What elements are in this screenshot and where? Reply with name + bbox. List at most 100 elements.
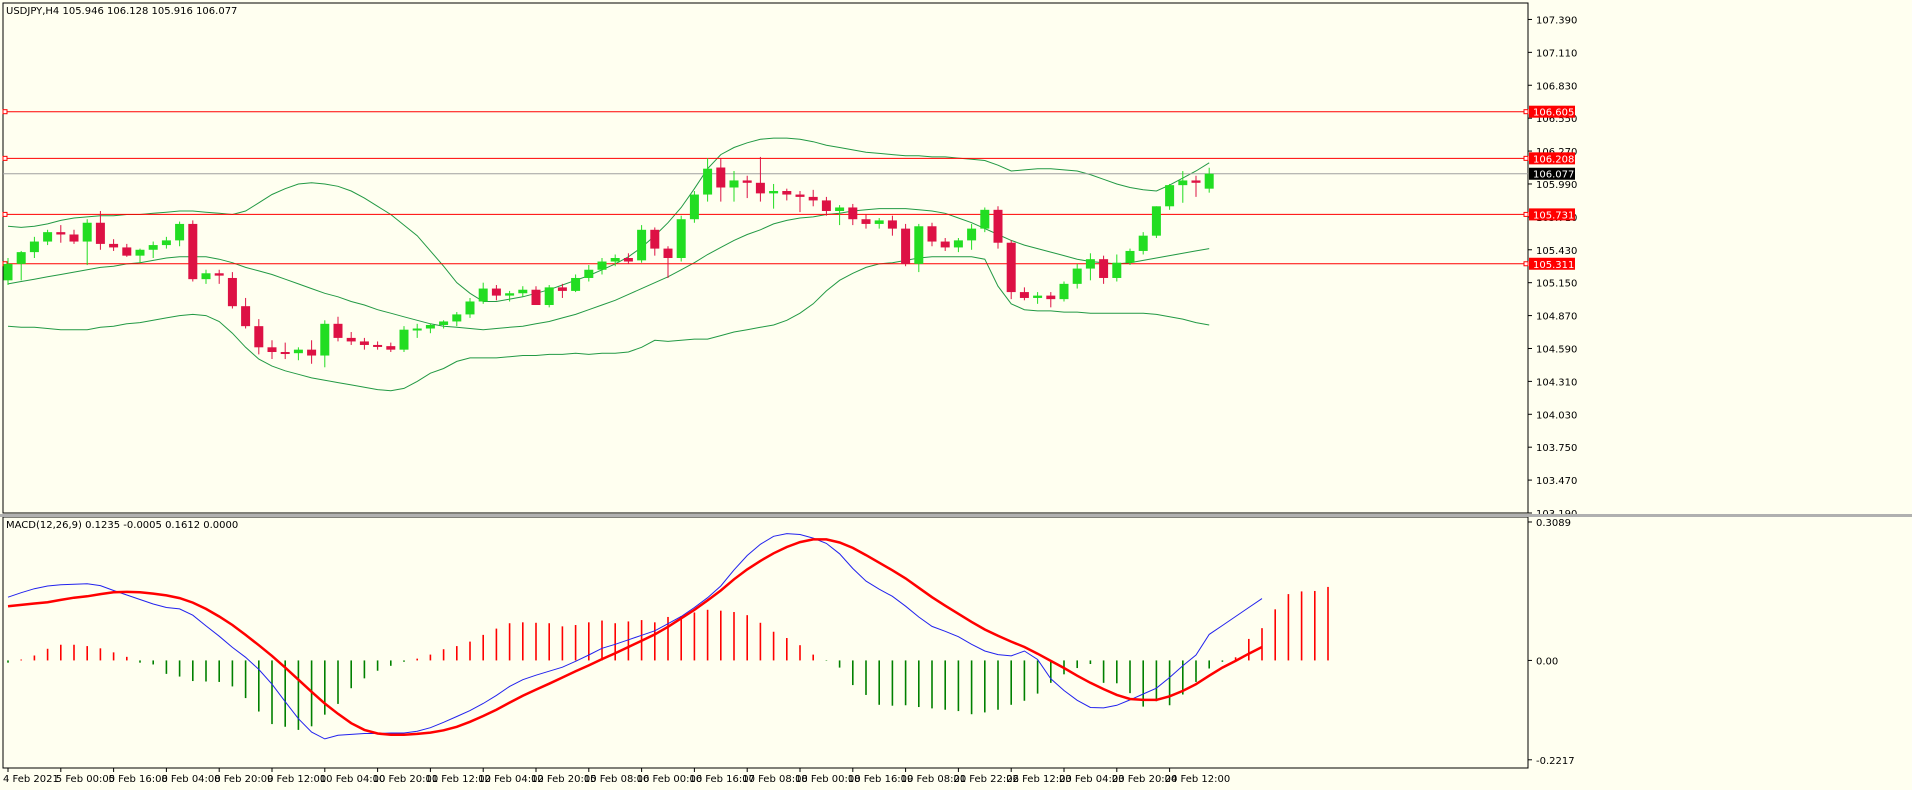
level-line-handle[interactable]: [2, 155, 8, 161]
candle[interactable]: [782, 188, 792, 201]
candle[interactable]: [135, 248, 145, 263]
candle[interactable]: [914, 223, 924, 273]
candle[interactable]: [544, 285, 554, 308]
candle[interactable]: [1204, 167, 1214, 193]
candle[interactable]: [518, 286, 528, 297]
candle[interactable]: [610, 254, 620, 267]
candle[interactable]: [1178, 171, 1188, 203]
candle[interactable]: [1151, 206, 1161, 239]
candle[interactable]: [901, 223, 911, 267]
candle[interactable]: [333, 316, 343, 342]
panel-separator[interactable]: [0, 514, 1912, 517]
candle[interactable]: [201, 269, 211, 284]
candle[interactable]: [703, 158, 713, 202]
candle[interactable]: [584, 265, 594, 282]
level-line-handle[interactable]: [1523, 211, 1529, 217]
candle[interactable]: [307, 340, 317, 364]
level-line-handle[interactable]: [1523, 261, 1529, 267]
candle[interactable]: [755, 156, 765, 202]
candle[interactable]: [689, 191, 699, 223]
candle[interactable]: [56, 225, 66, 243]
candle[interactable]: [1085, 253, 1095, 281]
price-panel[interactable]: 107.390107.110106.830106.550106.270105.9…: [2, 2, 1577, 520]
candle[interactable]: [43, 229, 53, 246]
candle[interactable]: [848, 203, 858, 226]
candle[interactable]: [491, 285, 501, 301]
candle[interactable]: [425, 323, 435, 334]
candle[interactable]: [241, 297, 251, 329]
candle[interactable]: [95, 210, 105, 250]
candle[interactable]: [452, 312, 462, 327]
candle[interactable]: [623, 253, 633, 264]
candle[interactable]: [597, 258, 607, 275]
candle[interactable]: [505, 290, 515, 302]
candle[interactable]: [69, 229, 79, 244]
candle[interactable]: [887, 215, 897, 236]
candle[interactable]: [927, 222, 937, 247]
candle[interactable]: [729, 171, 739, 202]
candle[interactable]: [874, 218, 884, 229]
candle[interactable]: [676, 215, 686, 262]
candle[interactable]: [557, 283, 567, 298]
level-line-handle[interactable]: [1523, 155, 1529, 161]
candle[interactable]: [82, 219, 92, 266]
candle[interactable]: [967, 223, 977, 250]
candle[interactable]: [254, 319, 264, 355]
candle[interactable]: [386, 342, 396, 353]
candle[interactable]: [1125, 248, 1135, 266]
candle[interactable]: [650, 227, 660, 256]
candle[interactable]: [188, 220, 198, 282]
candle[interactable]: [1165, 183, 1175, 210]
candle[interactable]: [280, 342, 290, 360]
candle[interactable]: [3, 258, 13, 286]
candle[interactable]: [373, 341, 383, 350]
candle[interactable]: [346, 332, 356, 345]
candle[interactable]: [122, 243, 132, 257]
candle[interactable]: [808, 189, 818, 207]
candle[interactable]: [953, 238, 963, 253]
candle[interactable]: [465, 297, 475, 318]
candle[interactable]: [267, 340, 277, 360]
candle[interactable]: [980, 207, 990, 233]
candle[interactable]: [214, 269, 224, 284]
candle[interactable]: [1059, 281, 1069, 302]
candle[interactable]: [531, 286, 541, 306]
candle[interactable]: [1033, 292, 1043, 304]
candle[interactable]: [1046, 292, 1056, 308]
candle[interactable]: [412, 323, 422, 338]
candle[interactable]: [478, 282, 488, 304]
candle[interactable]: [1191, 175, 1201, 197]
candle[interactable]: [742, 175, 752, 199]
candle[interactable]: [399, 326, 409, 353]
candle[interactable]: [835, 205, 845, 226]
candle[interactable]: [861, 214, 871, 229]
candle[interactable]: [359, 337, 369, 350]
candle[interactable]: [439, 320, 449, 329]
candle[interactable]: [940, 238, 950, 251]
candle[interactable]: [1072, 263, 1082, 289]
candle[interactable]: [293, 347, 303, 361]
candle[interactable]: [993, 206, 1003, 249]
candle[interactable]: [1099, 255, 1109, 284]
candle[interactable]: [175, 221, 185, 247]
candle[interactable]: [571, 274, 581, 293]
candle[interactable]: [16, 250, 26, 281]
candle[interactable]: [716, 158, 726, 202]
candle[interactable]: [320, 320, 330, 368]
candle[interactable]: [821, 196, 831, 216]
candle[interactable]: [148, 241, 158, 258]
candle[interactable]: [1006, 240, 1016, 300]
candle[interactable]: [663, 246, 673, 278]
level-line-handle[interactable]: [2, 211, 8, 217]
candle[interactable]: [227, 272, 237, 309]
level-line-handle[interactable]: [2, 109, 8, 115]
candle[interactable]: [1138, 232, 1148, 255]
candle[interactable]: [29, 236, 39, 258]
candle[interactable]: [795, 191, 805, 213]
candle[interactable]: [109, 239, 119, 251]
level-line-handle[interactable]: [1523, 109, 1529, 115]
candle[interactable]: [1112, 254, 1122, 282]
candle[interactable]: [1019, 287, 1029, 301]
